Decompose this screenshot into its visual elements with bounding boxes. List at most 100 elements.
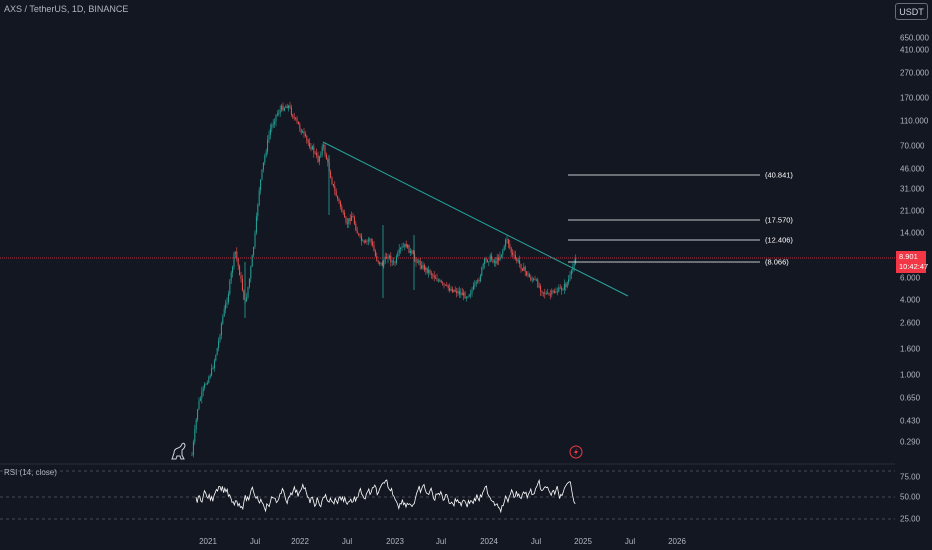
time-label: Jul (341, 537, 353, 546)
candle-body (472, 285, 474, 290)
candle-body (425, 267, 427, 271)
candle-body (538, 286, 540, 288)
candle-body (265, 151, 267, 156)
price-label: 4.000 (900, 295, 921, 305)
candle-body (474, 284, 476, 286)
candle-body (470, 293, 472, 295)
candle-body (377, 260, 379, 262)
candle-body (212, 368, 214, 369)
candle-body (461, 292, 463, 296)
candle-body (345, 217, 347, 223)
candle-body (400, 247, 402, 250)
candle-body (486, 259, 488, 262)
candle-body (451, 289, 453, 292)
candle-body (456, 291, 458, 294)
candle-body (229, 280, 231, 294)
candle-body (384, 256, 386, 262)
price-label: 0.430 (900, 416, 921, 426)
candle-body (346, 222, 348, 224)
candle-body (307, 140, 309, 143)
candle-body (471, 289, 473, 294)
candle-body (563, 283, 565, 290)
candle-body (202, 387, 204, 392)
time-label: 2021 (199, 537, 217, 546)
candle-body (414, 253, 416, 259)
candle-body (237, 258, 239, 266)
candle-body (422, 265, 424, 269)
candle-body (561, 288, 563, 291)
candle-body (331, 178, 333, 184)
candle-body (556, 291, 558, 293)
candle-body (248, 278, 250, 287)
candle-body (535, 279, 537, 281)
candle-body (551, 290, 553, 295)
candle-body (428, 269, 430, 273)
target-label: (12.406) (765, 235, 793, 245)
candle-body (241, 278, 243, 291)
candle-body (317, 155, 319, 162)
candle-body (415, 258, 417, 263)
symbol-title[interactable]: AXS / TetherUS, 1D, BINANCE (4, 4, 129, 14)
candle-body (506, 239, 508, 241)
candle-body (255, 216, 257, 233)
time-label: 2025 (574, 537, 592, 546)
candle-body (505, 239, 507, 247)
candle-body (356, 230, 358, 234)
candle-body (512, 252, 514, 255)
candle-body (310, 147, 312, 150)
candle-body (572, 267, 574, 271)
candle-body (516, 258, 518, 262)
candle-body (463, 292, 465, 296)
candle-body (419, 260, 421, 266)
candle-body (498, 257, 500, 261)
candle-body (251, 255, 253, 267)
candle-body (215, 355, 217, 361)
candle-body (458, 291, 460, 295)
price-label: 1.000 (900, 370, 921, 380)
target-label: (40.841) (765, 170, 793, 180)
time-label: 2022 (291, 537, 309, 546)
candle-body (481, 267, 483, 276)
candle-body (383, 261, 385, 266)
candle-body (360, 235, 362, 241)
candle-body (299, 124, 301, 130)
candle-body (502, 250, 504, 255)
candle-body (491, 255, 493, 260)
candle-body (268, 134, 270, 140)
candle-body (281, 105, 283, 110)
candle-body (499, 256, 501, 261)
price-label: 410.000 (900, 45, 929, 55)
rsi-indicator-label[interactable]: RSI (14, close) (4, 468, 57, 477)
candle-body (544, 292, 546, 294)
currency-unit-button[interactable]: USDT (895, 3, 928, 20)
candle-body (545, 293, 547, 295)
candle-body (421, 265, 423, 269)
candle-body (318, 156, 320, 162)
candlestick-series (191, 101, 577, 458)
candle-body (477, 280, 479, 282)
candle-body (432, 274, 434, 276)
candle-body (503, 246, 505, 251)
candle-body (366, 240, 368, 242)
candle-body (446, 284, 448, 286)
candle-body (191, 454, 193, 456)
candle-body (570, 270, 572, 275)
candle-body (450, 289, 452, 291)
candle-body (464, 292, 466, 299)
candle-body (489, 255, 491, 262)
time-label: 2024 (480, 537, 498, 546)
candle-body (444, 284, 446, 286)
candle-body (467, 296, 469, 298)
price-label: 1.600 (900, 344, 921, 354)
candle-body (409, 250, 411, 253)
candle-body (243, 290, 245, 300)
price-label: 170.000 (900, 93, 929, 103)
bar-countdown: 10:42:47 (899, 262, 929, 271)
price-label: 31.000 (900, 184, 925, 194)
candle-body (520, 263, 522, 269)
candle-body (199, 398, 201, 401)
candle-body (568, 279, 570, 283)
candle-body (390, 255, 392, 263)
descending-trendline (322, 141, 629, 297)
